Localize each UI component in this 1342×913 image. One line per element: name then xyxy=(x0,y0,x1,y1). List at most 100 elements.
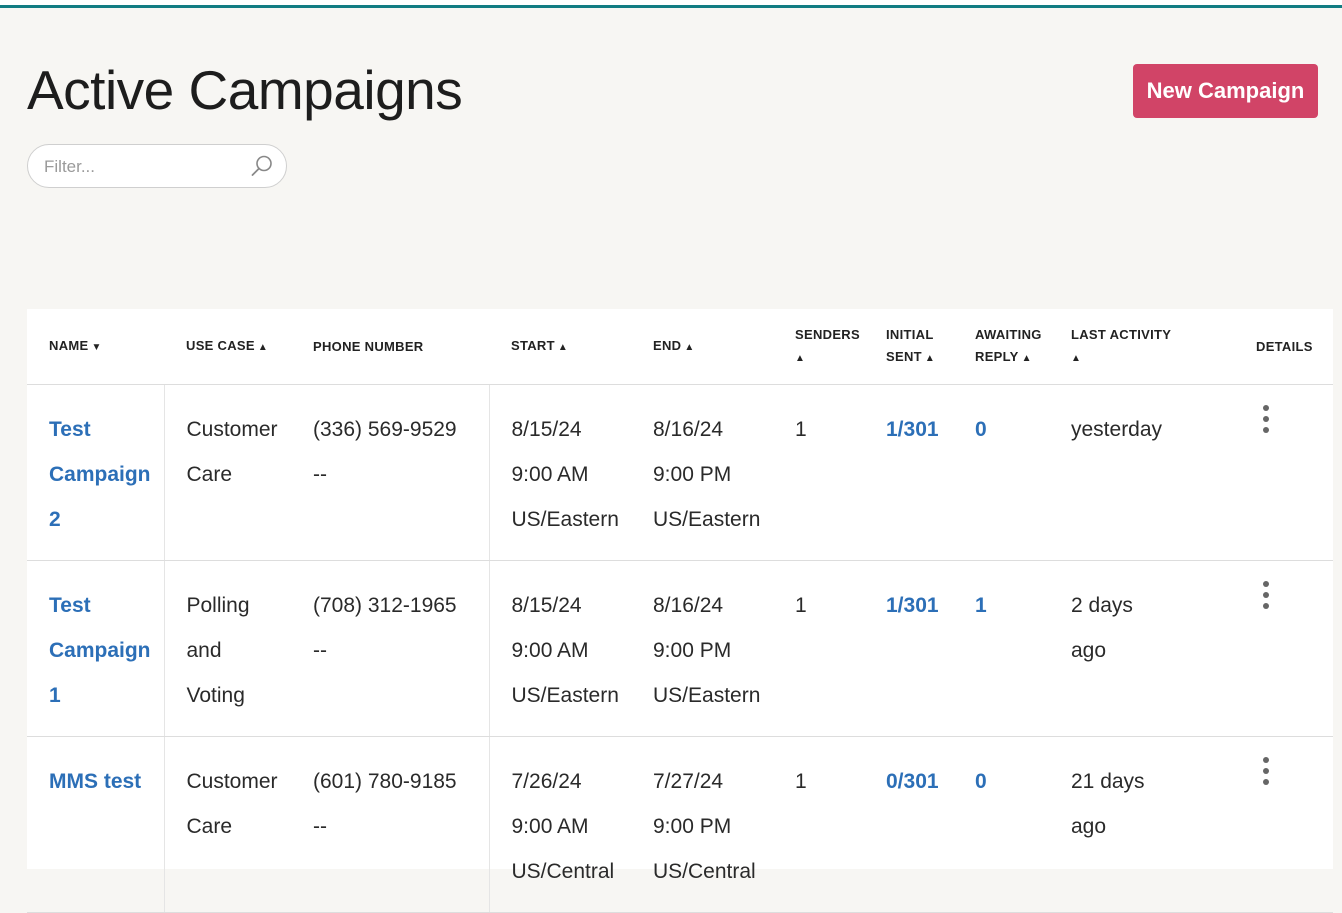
last-activity-cell-line: ago xyxy=(1071,815,1107,838)
awaiting-reply-link[interactable]: 0 xyxy=(953,736,1049,913)
start-cell-line: 8/15/24 xyxy=(511,594,582,617)
more-options-icon[interactable] xyxy=(1263,757,1271,790)
campaign-name-link[interactable]: MMS test xyxy=(27,736,164,913)
start-cell-line: 7/26/24 xyxy=(511,770,582,793)
header-label: LAST ACTIVITY xyxy=(1071,326,1172,342)
phone-cell-line: (708) 312-1965 xyxy=(313,594,457,617)
page-title: Active Campaigns xyxy=(27,59,463,121)
phone-cell-line: -- xyxy=(313,815,327,838)
campaign-name-link-line[interactable]: Campaign xyxy=(49,639,151,662)
kebab-dot xyxy=(1263,581,1269,587)
top-accent-bar xyxy=(0,0,1342,8)
search-icon[interactable] xyxy=(250,154,274,178)
col-header-start[interactable]: START ▲︎ xyxy=(489,309,631,385)
campaign-name-link-line[interactable]: Campaign xyxy=(49,463,151,486)
use-case-cell-line: and xyxy=(186,639,222,662)
start-cell-line: 8/15/24 xyxy=(511,418,582,441)
sort-icon: ▲︎ xyxy=(1021,352,1032,364)
sort-desc-icon: ▼ xyxy=(91,341,102,353)
last-activity-cell: yesterday xyxy=(1049,384,1234,561)
campaign-name-link-line[interactable]: Test xyxy=(49,418,91,441)
header-label: PHONE NUMBER xyxy=(313,338,424,354)
col-header-details: DETAILS xyxy=(1234,309,1333,385)
use-case-cell-line: Polling xyxy=(186,594,250,617)
more-options-icon[interactable] xyxy=(1263,581,1271,614)
more-options-icon[interactable] xyxy=(1263,405,1271,438)
start-cell: 8/15/24 9:00 AM US/Eastern xyxy=(488,384,631,561)
end-cell-line: 9:00 PM xyxy=(653,639,732,662)
header-label: AWAITING xyxy=(975,326,1042,342)
campaign-name-link-line[interactable]: MMS test xyxy=(49,770,142,793)
use-case-cell: Customer Care xyxy=(163,384,291,561)
kebab-dot xyxy=(1263,779,1269,785)
kebab-dot xyxy=(1263,757,1269,763)
details-cell xyxy=(1234,736,1333,913)
end-cell: 8/16/24 9:00 PM US/Eastern xyxy=(631,384,773,561)
col-header-end[interactable]: END ▲︎ xyxy=(631,309,773,385)
senders-cell: 1 xyxy=(773,560,864,737)
header-label: START xyxy=(511,337,555,353)
start-cell: 7/26/24 9:00 AM US/Central xyxy=(488,736,631,913)
end-cell-line: US/Eastern xyxy=(653,508,761,531)
use-case-cell-line: Customer xyxy=(186,418,278,441)
end-cell-line: 7/27/24 xyxy=(653,770,724,793)
start-cell-line: US/Eastern xyxy=(511,508,619,531)
details-cell xyxy=(1234,560,1333,737)
header-label: NAME xyxy=(49,337,89,353)
use-case-cell-line: Voting xyxy=(186,684,245,707)
filter-input[interactable] xyxy=(42,155,246,179)
accent-line xyxy=(0,5,1342,8)
header-label: DETAILS xyxy=(1256,338,1313,354)
campaign-name-link-line[interactable]: 2 xyxy=(49,508,61,531)
last-activity-cell-line: yesterday xyxy=(1071,418,1163,441)
header-label: REPLY xyxy=(975,348,1019,364)
campaign-name-link-line[interactable]: Test xyxy=(49,594,91,617)
col-header-awaiting-reply[interactable]: AWAITING REPLY ▲︎ xyxy=(953,309,1049,385)
end-cell-line: 9:00 PM xyxy=(653,463,732,486)
last-activity-cell: 2 days ago xyxy=(1049,560,1234,737)
last-activity-cell-line: 2 days xyxy=(1071,594,1133,617)
campaign-name-link-line[interactable]: 1 xyxy=(49,684,61,707)
sort-icon: ▲︎ xyxy=(557,341,569,353)
use-case-cell: Polling and Voting xyxy=(163,560,291,737)
col-header-senders[interactable]: SENDERS ▲︎ xyxy=(773,309,864,385)
start-cell-line: 9:00 AM xyxy=(511,815,589,838)
header-label: END xyxy=(653,337,682,353)
end-cell-line: 8/16/24 xyxy=(653,594,724,617)
last-activity-cell-line: 21 days xyxy=(1071,770,1145,793)
end-cell-line: US/Eastern xyxy=(653,684,761,707)
end-cell-line: 8/16/24 xyxy=(653,418,724,441)
phone-cell-line: -- xyxy=(313,463,327,486)
use-case-cell: Customer Care xyxy=(163,736,291,913)
last-activity-cell-line: ago xyxy=(1071,639,1107,662)
start-cell-line: 9:00 AM xyxy=(511,639,589,662)
header-label: INITIAL xyxy=(886,326,934,342)
start-cell-line: 9:00 AM xyxy=(511,463,589,486)
sort-icon: ▲︎ xyxy=(795,352,806,364)
phone-cell: (708) 312-1965 -- xyxy=(291,560,489,737)
senders-cell: 1 xyxy=(773,736,864,913)
col-header-phone: PHONE NUMBER xyxy=(291,309,489,385)
end-cell-line: US/Central xyxy=(653,860,756,883)
senders-cell: 1 xyxy=(773,384,864,561)
col-header-use-case[interactable]: USE CASE ▲︎ xyxy=(164,309,291,385)
initial-sent-link[interactable]: 1/301 xyxy=(864,560,953,737)
header-label: SENT xyxy=(886,348,922,364)
awaiting-reply-link[interactable]: 1 xyxy=(953,560,1049,737)
end-cell: 8/16/24 9:00 PM US/Eastern xyxy=(631,560,773,737)
col-header-last-activity[interactable]: LAST ACTIVITY ▲︎ xyxy=(1049,309,1234,385)
col-header-name[interactable]: NAME ▼ xyxy=(27,309,164,385)
kebab-dot xyxy=(1263,405,1269,411)
col-header-initial-sent[interactable]: INITIAL SENT ▲︎ xyxy=(864,309,953,385)
initial-sent-link[interactable]: 0/301 xyxy=(864,736,953,913)
kebab-dot xyxy=(1263,427,1269,433)
awaiting-reply-link[interactable]: 0 xyxy=(953,384,1049,561)
new-campaign-button[interactable]: New Campaign xyxy=(1133,64,1318,118)
initial-sent-link[interactable]: 1/301 xyxy=(864,384,953,561)
header-label: SENDERS xyxy=(795,326,860,342)
sort-icon: ▲︎ xyxy=(1071,352,1082,364)
kebab-dot xyxy=(1263,592,1269,598)
campaign-name-link[interactable]: Test Campaign 1 xyxy=(27,560,164,737)
campaign-name-link[interactable]: Test Campaign 2 xyxy=(27,384,164,561)
table-row: Test Campaign 1 Polling and Voting (708) 312-1… xyxy=(27,560,1333,737)
